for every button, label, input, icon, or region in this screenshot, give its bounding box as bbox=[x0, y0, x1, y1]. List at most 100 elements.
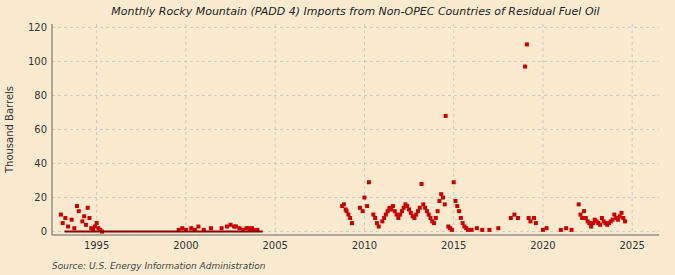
point bbox=[528, 219, 532, 223]
point bbox=[541, 228, 545, 232]
point bbox=[93, 224, 97, 228]
x-tick-label: 2005 bbox=[262, 240, 287, 251]
point bbox=[620, 211, 624, 215]
point bbox=[618, 214, 622, 218]
point bbox=[584, 216, 588, 220]
point bbox=[63, 216, 67, 220]
point bbox=[580, 216, 584, 220]
point bbox=[423, 206, 427, 210]
point bbox=[523, 65, 527, 69]
point bbox=[577, 202, 581, 206]
point bbox=[395, 213, 399, 217]
point bbox=[362, 196, 366, 200]
x-grid-line bbox=[542, 24, 543, 235]
grid bbox=[52, 24, 659, 235]
point bbox=[72, 226, 76, 230]
point bbox=[616, 218, 620, 222]
point bbox=[209, 226, 213, 230]
x-grid-line bbox=[96, 24, 97, 235]
point bbox=[82, 214, 86, 218]
y-tick-label: 20 bbox=[34, 192, 47, 203]
point bbox=[425, 209, 429, 213]
x-grid-line bbox=[185, 24, 186, 235]
y-grid-line bbox=[52, 129, 659, 130]
point bbox=[470, 228, 474, 232]
x-tick-label: 1995 bbox=[84, 240, 109, 251]
point bbox=[564, 226, 568, 230]
point bbox=[516, 216, 520, 220]
point bbox=[559, 228, 563, 232]
point bbox=[623, 219, 627, 223]
point bbox=[453, 199, 457, 203]
point bbox=[600, 216, 604, 220]
point bbox=[441, 196, 445, 200]
point bbox=[189, 226, 193, 230]
x-grid-line bbox=[632, 24, 633, 235]
point bbox=[237, 226, 241, 230]
point bbox=[196, 224, 200, 228]
y-tick-label: 0 bbox=[41, 226, 47, 237]
point bbox=[389, 207, 393, 211]
y-grid-line bbox=[52, 197, 659, 198]
point bbox=[75, 204, 79, 208]
point bbox=[443, 202, 447, 206]
title: Monthly Rocky Mountain (PADD 4) Imports … bbox=[111, 5, 599, 18]
point bbox=[436, 209, 440, 213]
point bbox=[527, 216, 531, 220]
point bbox=[402, 206, 406, 210]
point bbox=[386, 209, 390, 213]
point bbox=[487, 228, 491, 232]
point bbox=[437, 199, 441, 203]
point bbox=[589, 224, 593, 228]
point bbox=[229, 223, 233, 227]
point bbox=[427, 213, 431, 217]
y-tick-label: 100 bbox=[28, 56, 47, 67]
point bbox=[545, 226, 549, 230]
point bbox=[428, 216, 432, 220]
point bbox=[350, 221, 354, 225]
point bbox=[570, 228, 574, 232]
point bbox=[220, 226, 224, 230]
point bbox=[475, 226, 479, 230]
y-tick-label: 60 bbox=[34, 124, 47, 135]
point bbox=[398, 213, 402, 217]
marks bbox=[59, 42, 627, 233]
point bbox=[80, 219, 84, 223]
point bbox=[534, 221, 538, 225]
y-axis-label: Thousand Barrels bbox=[4, 86, 15, 174]
point bbox=[375, 221, 379, 225]
y-tick-label: 120 bbox=[28, 22, 47, 33]
point bbox=[416, 209, 420, 213]
point bbox=[407, 207, 411, 211]
point bbox=[87, 216, 91, 220]
point bbox=[382, 216, 386, 220]
point bbox=[444, 114, 448, 118]
point bbox=[412, 216, 416, 220]
point bbox=[612, 213, 616, 217]
x-tick-label: 2000 bbox=[173, 240, 198, 251]
point bbox=[420, 182, 424, 186]
point bbox=[418, 206, 422, 210]
point bbox=[414, 213, 418, 217]
point bbox=[621, 216, 625, 220]
point bbox=[439, 192, 443, 196]
point bbox=[459, 216, 463, 220]
x-tick-label: 2020 bbox=[530, 240, 555, 251]
point bbox=[512, 213, 516, 217]
point bbox=[409, 211, 413, 215]
point bbox=[84, 223, 88, 227]
point bbox=[77, 209, 81, 213]
point bbox=[461, 221, 465, 225]
point bbox=[525, 42, 529, 46]
point bbox=[496, 226, 500, 230]
x-grid-line bbox=[275, 24, 276, 235]
point bbox=[421, 202, 425, 206]
point bbox=[59, 213, 63, 217]
point bbox=[598, 223, 602, 227]
y-grid-line bbox=[52, 95, 659, 96]
x-tick-label: 2015 bbox=[441, 240, 466, 251]
y-grid-line bbox=[52, 163, 659, 164]
point bbox=[348, 216, 352, 220]
y-grid-line bbox=[52, 231, 659, 232]
point bbox=[373, 216, 377, 220]
